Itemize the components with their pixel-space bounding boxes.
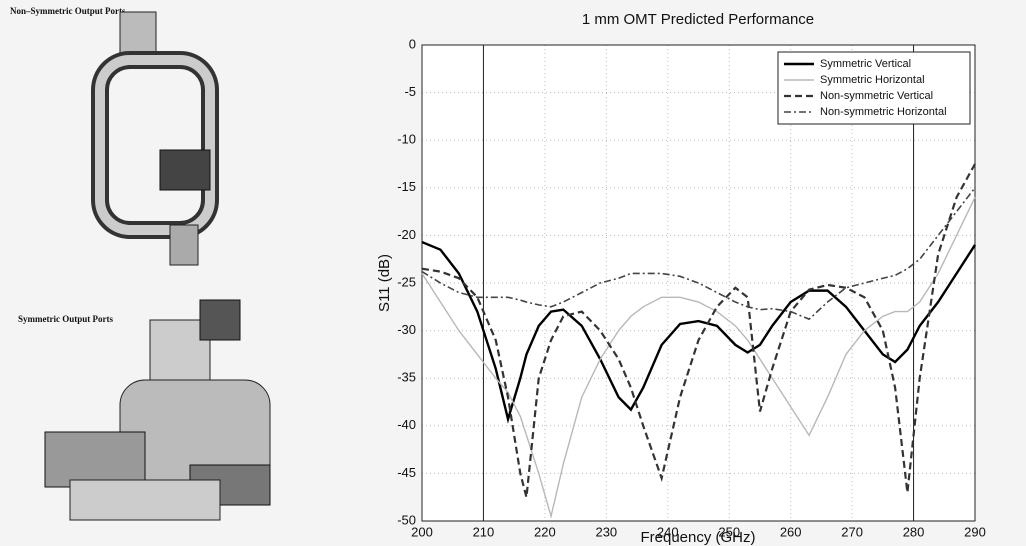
chart-title: 1 mm OMT Predicted Performance: [582, 11, 814, 28]
block: [45, 432, 145, 487]
y-tick-label: 0: [409, 36, 416, 51]
x-tick-label: 220: [534, 524, 556, 539]
y-tick-label: -20: [397, 227, 416, 242]
y-tick-label: -10: [397, 132, 416, 147]
legend-label: Symmetric Vertical: [820, 58, 911, 70]
legend-label: Non-symmetric Horizontal: [820, 106, 947, 118]
illustration-label: Symmetric Output Ports: [18, 314, 113, 324]
x-tick-label: 200: [411, 524, 433, 539]
x-tick-label: 280: [903, 524, 925, 539]
figure: Non–Symmetric Output Ports Symmetric Out…: [0, 0, 1026, 546]
x-tick-label: 250: [718, 524, 740, 539]
x-tick-label: 290: [964, 524, 986, 539]
y-tick-label: -30: [397, 322, 416, 337]
x-tick-label: 260: [780, 524, 802, 539]
block: [200, 300, 240, 340]
chart: 1 mm OMT Predicted Performance Frequency…: [376, 11, 986, 546]
y-tick-label: -45: [397, 465, 416, 480]
x-tick-label: 230: [595, 524, 617, 539]
x-tick-label: 210: [473, 524, 495, 539]
y-axis-label: S11 (dB): [376, 254, 393, 312]
x-tick-label: 270: [841, 524, 863, 539]
y-tick-label: -5: [404, 84, 416, 99]
y-tick-label: -35: [397, 370, 416, 385]
y-tick-label: -25: [397, 274, 416, 289]
y-tick-label: -40: [397, 417, 416, 432]
junction: [160, 150, 210, 190]
x-tick-label: 240: [657, 524, 679, 539]
legend-label: Non-symmetric Vertical: [820, 90, 933, 102]
illustration-label: Non–Symmetric Output Ports: [10, 6, 126, 16]
port: [170, 225, 198, 265]
block: [70, 480, 220, 520]
legend-label: Symmetric Horizontal: [820, 74, 925, 86]
y-tick-label: -15: [397, 179, 416, 194]
